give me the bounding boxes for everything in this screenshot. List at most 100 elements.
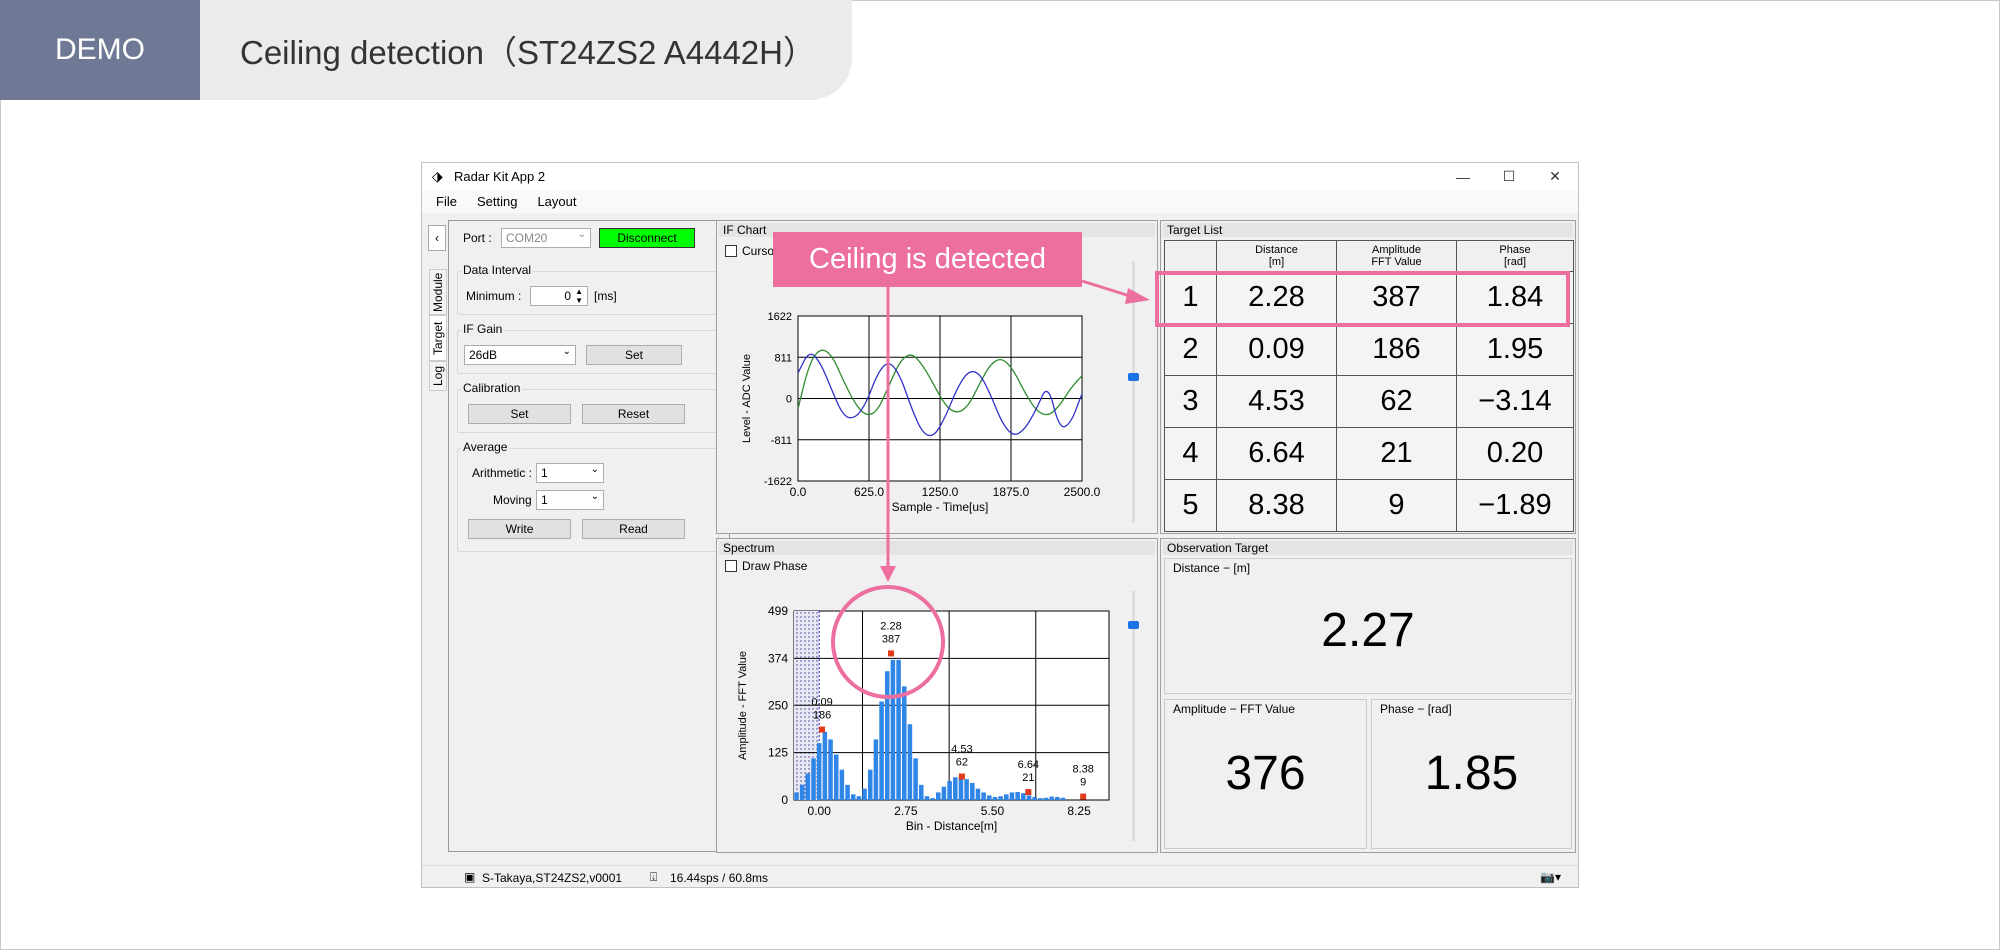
average-group: Average Arithmetic : 1 ⌄ Moving : 1 ⌄ Writ… (457, 440, 719, 552)
row-distance: 6.64 (1216, 427, 1337, 480)
observation-distance-box: Distance − [m] 2.27 (1164, 558, 1572, 694)
average-read-button[interactable]: Read (582, 519, 685, 539)
spectrum-bar (879, 701, 884, 800)
port-value: COM20 (506, 231, 548, 245)
spectrum-bar (1009, 792, 1015, 800)
collapse-panel-button[interactable]: ‹ (428, 225, 446, 251)
distance-label: Distance − [m] (1173, 561, 1251, 575)
moving-select[interactable]: 1 ⌄ (536, 490, 604, 510)
if-gain-value: 26dB (469, 348, 498, 362)
maximize-icon[interactable]: ☐ (1502, 168, 1516, 184)
camera-icon[interactable]: 📷▾ (1540, 870, 1561, 884)
row-distance: 2.28 (1216, 271, 1337, 324)
if-gain-set-button[interactable]: Set (586, 345, 682, 365)
table-row[interactable]: 4 6.64 21 0.20 (1164, 427, 1574, 480)
rate-icon: ⍗ (650, 870, 658, 884)
peak-value-label: 387 (882, 633, 900, 645)
table-row[interactable]: 2 0.09 186 1.95 (1164, 323, 1574, 376)
y-tick-label: 125 (768, 746, 788, 760)
menu-setting[interactable]: Setting (476, 194, 518, 209)
cursor-checkbox[interactable]: Curso (725, 244, 774, 258)
spectrum-bar (1049, 796, 1054, 800)
amplitude-value: 376 (1225, 747, 1306, 800)
average-write-button[interactable]: Write (468, 519, 571, 539)
spectrum-slider[interactable] (1128, 591, 1139, 841)
x-tick-label: 0.0 (790, 485, 807, 499)
spectrum-bar (964, 779, 969, 800)
app-window: ⬗ Radar Kit App 2 — ☐ ✕ File Setting Lay… (421, 162, 1579, 888)
minimize-icon[interactable]: — (1456, 168, 1470, 185)
spectrum-bar (958, 776, 964, 800)
header-amplitude: Amplitude FFT Value (1336, 240, 1457, 272)
y-tick-label: -811 (771, 435, 792, 447)
y-tick-label: 499 (768, 604, 788, 618)
arithmetic-select[interactable]: 1 ⌄ (536, 463, 604, 483)
series-line-2 (797, 353, 1083, 437)
peak-distance-label: 4.53 (951, 744, 972, 756)
disconnect-button[interactable]: Disconnect (599, 228, 695, 248)
interval-unit: [ms] (594, 289, 617, 303)
calibration-group: Calibration Set Reset (457, 381, 719, 433)
spectrum-bar (1038, 798, 1043, 800)
observation-amplitude-box: Amplitude − FFT Value 376 (1164, 699, 1367, 849)
phase-label: Phase − [rad] (1380, 702, 1452, 716)
left-nav: ‹ Module Target Log (428, 225, 448, 790)
spinner-arrows-icon[interactable]: ▲ ▼ (575, 287, 583, 305)
callout-text: Ceiling is detected (809, 243, 1046, 275)
x-tick-label: 5.50 (981, 804, 1005, 818)
calibration-title: Calibration (461, 381, 523, 395)
slide-title-text: Ceiling detection（ST24ZS2 A4442H） (240, 34, 816, 71)
spectrum-bar (907, 724, 913, 800)
minimum-interval-stepper[interactable]: 0 ▲ ▼ (530, 286, 588, 306)
spectrum-bar (794, 792, 799, 800)
y-tick-label: 0 (781, 793, 788, 807)
chevron-down-icon: ⌄ (590, 491, 599, 502)
port-label: Port : (463, 231, 492, 245)
calibration-set-button[interactable]: Set (468, 404, 571, 424)
device-info: S-Takaya,ST24ZS2,v0001 (482, 871, 623, 885)
spectrum-bar (839, 769, 845, 800)
if-chart-slider[interactable] (1128, 261, 1139, 523)
row-index: 5 (1164, 479, 1217, 532)
spectrum-bar (816, 743, 822, 800)
menu-layout[interactable]: Layout (537, 194, 577, 209)
spectrum-bar (1026, 795, 1032, 800)
if-gain-select[interactable]: 26dB ⌄ (464, 345, 576, 365)
checkbox-icon (725, 245, 737, 257)
settings-panel: Port : COM20 ⌄ Disconnect Data Interval M… (448, 220, 730, 852)
arithmetic-value: 1 (541, 466, 548, 480)
row-distance: 4.53 (1216, 375, 1337, 428)
peak-marker (958, 773, 965, 780)
peak-value-label: 186 (813, 710, 831, 722)
row-distance: 0.09 (1216, 323, 1337, 376)
window-title: Radar Kit App 2 (454, 169, 546, 184)
arithmetic-label: Arithmetic : (472, 466, 533, 480)
row-amplitude: 62 (1336, 375, 1457, 428)
spectrum-bar (998, 796, 1003, 800)
port-select[interactable]: COM20 ⌄ (501, 228, 591, 248)
x-tick-label: 2500.0 (1064, 485, 1101, 499)
x-axis-label: Sample - Time[us] (892, 500, 989, 514)
chevron-down-icon: ⌄ (562, 346, 571, 357)
x-axis-label: Bin - Distance[m] (906, 819, 997, 833)
spectrum-bar (953, 777, 958, 800)
spectrum-bar (828, 739, 833, 800)
slider-thumb[interactable] (1128, 621, 1139, 629)
calibration-reset-button[interactable]: Reset (582, 404, 685, 424)
arrowhead-down (880, 566, 896, 582)
spectrum-bar (1055, 796, 1060, 800)
peak-value-label: 62 (956, 757, 968, 769)
slider-thumb[interactable] (1128, 373, 1139, 381)
table-row[interactable]: 5 8.38 9 −1.89 (1164, 479, 1574, 532)
menu-file[interactable]: File (436, 194, 457, 209)
row-amplitude: 21 (1336, 427, 1457, 480)
header-phase: Phase [rad] (1456, 240, 1574, 272)
callout-connector-right (1081, 279, 1131, 298)
x-tick-label: 1250.0 (922, 485, 959, 499)
peak-distance-label: 0.09 (811, 697, 832, 709)
table-row[interactable]: 3 4.53 62 −3.14 (1164, 375, 1574, 428)
draw-phase-checkbox[interactable]: Draw Phase (725, 559, 807, 573)
x-tick-label: 0.00 (808, 804, 832, 818)
spectrum-bar (833, 754, 839, 800)
close-icon[interactable]: ✕ (1549, 168, 1561, 184)
